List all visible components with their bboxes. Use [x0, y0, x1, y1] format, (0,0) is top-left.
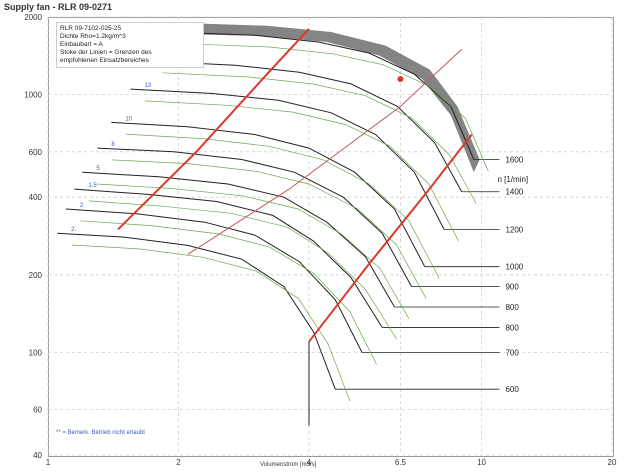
- y-tick-label: 400: [29, 193, 43, 202]
- legend-line: Stoke der Linien = Grenzen des: [60, 49, 152, 56]
- system-curve: [117, 28, 310, 231]
- legend-box: RLR 09-7102-025-25 Dichte Rho=1.2kg/m^3 …: [56, 22, 204, 68]
- y-tick-label: 600: [29, 148, 43, 157]
- footnote: ** = Bemerk. Betrieb nicht erlaubt: [56, 430, 145, 436]
- y-tick-label: 2000: [24, 13, 42, 22]
- curve-number-label: 8: [111, 142, 115, 148]
- x-tick-label: 4: [307, 458, 312, 467]
- efficiency-curve: [88, 200, 397, 340]
- curve-number-label: 2: [80, 203, 84, 209]
- y-tick-label: 60: [33, 406, 42, 415]
- fan-curve-line: [147, 60, 463, 192]
- legend-line: Einbaubart = A: [60, 41, 103, 48]
- efficiency-curve: [71, 244, 351, 402]
- rpm-label: 800: [505, 303, 519, 312]
- x-tick-label: 20: [608, 458, 617, 467]
- curve-number-label: 5: [96, 166, 100, 172]
- curve-number-label: 13: [145, 83, 152, 89]
- system-curve-thin: [187, 48, 463, 255]
- efficiency-curve: [144, 100, 459, 242]
- fan-curve-line: [168, 31, 475, 160]
- rpm-label: 700: [505, 348, 519, 357]
- legend-line: Dichte Rho=1.2kg/m^3: [60, 33, 126, 40]
- fan-curve-line: [111, 121, 426, 267]
- rpm-label: 1000: [505, 263, 523, 272]
- fan-curve-line: [82, 171, 395, 308]
- y-tick-label: 100: [29, 348, 43, 357]
- y-tick-label: 200: [29, 271, 43, 280]
- x-axis-label: Volumenstrom [m3/s]: [260, 462, 317, 468]
- x-tick-label: 6.5: [395, 458, 407, 467]
- efficiency-curve: [96, 183, 410, 319]
- y-tick-label: 40: [33, 451, 42, 460]
- x-tick-label: 2: [176, 458, 181, 467]
- efficiency-curve: [162, 72, 477, 204]
- rpm-label: 600: [505, 385, 519, 394]
- rpm-label: 900: [505, 283, 519, 292]
- legend-line: empfohlenen Einsatzbereiches: [60, 57, 149, 64]
- rpm-label: 1600: [505, 156, 523, 165]
- fan-curve-line: [57, 232, 336, 390]
- fan-curve-line: [74, 188, 383, 328]
- rpm-label: 1200: [505, 225, 523, 234]
- efficiency-curve: [125, 133, 440, 279]
- curve-number-label: 1.5: [88, 183, 97, 189]
- curve-number-label: 10: [125, 116, 132, 122]
- x-tick-label: 1: [46, 458, 51, 467]
- operating-point: [397, 75, 404, 82]
- fan-curve-line: [130, 88, 445, 230]
- efficiency-curve: [80, 220, 377, 365]
- efficiency-curve: [183, 43, 489, 172]
- fan-curve-line: [65, 208, 363, 353]
- y-tick-label: 1000: [24, 91, 42, 100]
- plot-frame: [48, 17, 614, 457]
- operating-limit-band: [168, 22, 480, 173]
- fan-curve-line: [97, 147, 413, 287]
- legend-line: RLR 09-7102-025-25: [60, 25, 122, 32]
- rpm-header: n [1/min]: [497, 175, 528, 184]
- curve-number-label: 2.: [71, 227, 76, 233]
- x-tick-label: 10: [477, 458, 486, 467]
- efficiency-curve: [111, 159, 427, 299]
- system-curve: [308, 133, 473, 343]
- window-title: Supply fan - RLR 09-0271: [4, 2, 113, 12]
- rpm-label: 800: [505, 323, 519, 332]
- rpm-label: 1400: [505, 188, 523, 197]
